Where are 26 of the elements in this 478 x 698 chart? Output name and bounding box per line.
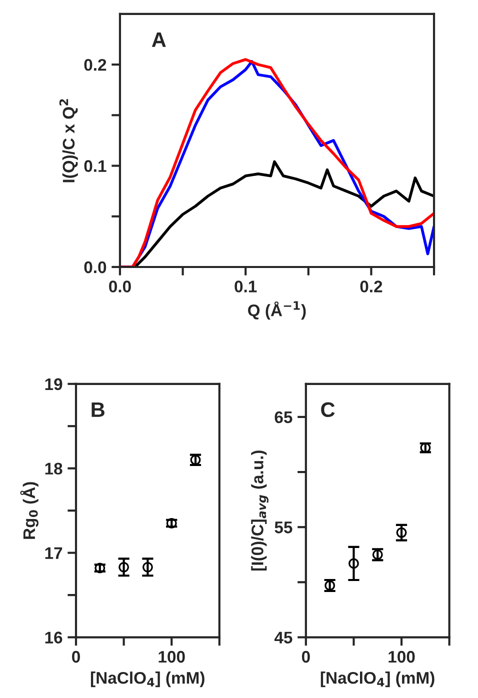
y-axis-title: [I(0)/C]$_{avg}$ (a.u.): [251, 450, 268, 570]
x-axis-title: [NaClO$_{4}$] (mM): [90, 672, 204, 688]
x-tick-label: 0: [302, 650, 310, 663]
annotation: B: [92, 402, 104, 417]
x-tick-label: 100: [388, 650, 415, 663]
y-axis-title: I(Q)/C x Q$^{2}$: [59, 99, 78, 182]
x-tick-label: 0: [72, 650, 80, 663]
x-axis-title: Q (Å$^{−1}$): [248, 301, 306, 320]
annotation: A: [152, 32, 166, 47]
y-tick-label: 45: [274, 632, 292, 644]
annotation: C: [321, 402, 335, 418]
y-tick-label: 55: [274, 522, 292, 534]
x-tick-label: 0.0: [109, 280, 131, 292]
y-tick-label: 17: [45, 547, 62, 559]
y-tick-label: 65: [274, 411, 292, 424]
y-tick-label: 0.1: [84, 160, 106, 172]
y-tick-label: 18: [45, 462, 62, 475]
y-tick-label: 0.2: [84, 58, 106, 71]
y-tick-label: 16: [45, 632, 62, 644]
x-tick-label: 100: [158, 650, 185, 663]
y-tick-label: 19: [45, 378, 62, 390]
x-tick-label: 0.1: [234, 280, 257, 292]
x-axis-title: [NaClO$_{4}$] (mM): [320, 672, 434, 688]
y-axis-title: Rg$_{0}$ (Å): [20, 482, 38, 539]
y-tick-label: 0.0: [84, 261, 106, 274]
x-tick-label: 0.2: [360, 280, 382, 292]
